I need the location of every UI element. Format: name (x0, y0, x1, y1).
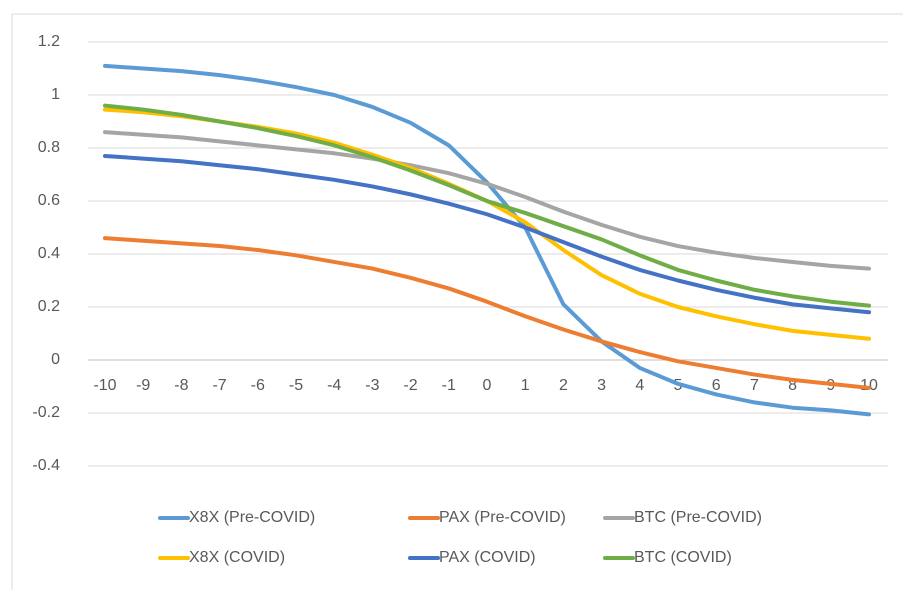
y-tick-label: 0.8 (38, 139, 60, 156)
legend-label: BTC (Pre-COVID) (634, 509, 762, 526)
legend-label: PAX (COVID) (439, 549, 536, 566)
x-tick-label: -4 (327, 377, 341, 394)
legend-label: X8X (Pre-COVID) (189, 509, 315, 526)
y-tick-label: -0.2 (32, 404, 60, 421)
x-tick-label: -2 (403, 377, 417, 394)
x-tick-label: 2 (559, 377, 568, 394)
legend-label: X8X (COVID) (189, 549, 285, 566)
legend-label: PAX (Pre-COVID) (439, 509, 566, 526)
x-tick-label: 0 (483, 377, 492, 394)
x-tick-label: 8 (788, 377, 797, 394)
x-tick-label: -1 (442, 377, 456, 394)
x-tick-label: -3 (365, 377, 379, 394)
x-tick-label: -10 (93, 377, 116, 394)
series-line (103, 236, 871, 390)
y-tick-label: 0.2 (38, 298, 60, 315)
series-line (103, 103, 871, 308)
x-tick-label: 3 (597, 377, 606, 394)
y-tick-label: -0.4 (32, 457, 60, 474)
y-tick-label: 1.2 (38, 33, 60, 50)
x-tick-label: 10 (860, 377, 878, 394)
x-tick-label: -5 (289, 377, 303, 394)
y-tick-label: 0.4 (38, 245, 60, 262)
series-line (103, 153, 871, 315)
y-tick-label: 1 (51, 86, 60, 103)
x-tick-label: -9 (136, 377, 150, 394)
x-tick-label: -7 (212, 377, 226, 394)
x-tick-label: 6 (712, 377, 721, 394)
x-tick-label: 7 (750, 377, 759, 394)
x-tick-label: -8 (174, 377, 188, 394)
legend-label: BTC (COVID) (634, 549, 732, 566)
series-line (103, 63, 871, 417)
series-line (103, 107, 871, 341)
x-tick-label: 4 (635, 377, 644, 394)
series-line (103, 130, 871, 271)
y-tick-label: 0 (51, 351, 60, 368)
y-tick-label: 0.6 (38, 192, 60, 209)
x-tick-label: 1 (521, 377, 530, 394)
x-tick-label: -6 (251, 377, 265, 394)
